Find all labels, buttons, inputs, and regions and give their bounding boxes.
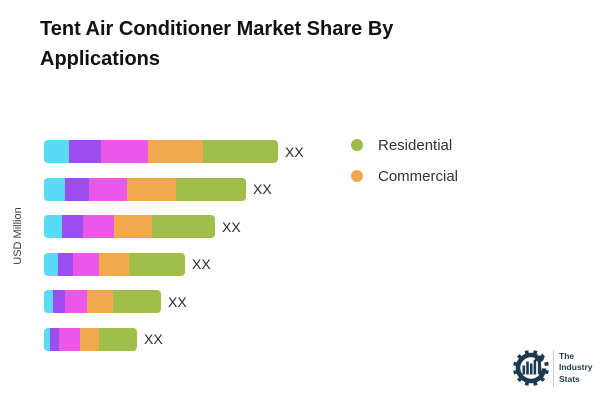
bar-row: XX <box>44 327 304 351</box>
bar-segment[interactable] <box>44 177 65 201</box>
bar-segment[interactable] <box>127 177 176 201</box>
stacked-bar[interactable] <box>44 215 215 238</box>
gear-wrench-chart-icon <box>513 350 549 386</box>
bar-segment[interactable] <box>148 140 203 163</box>
bar-value-label: XX <box>168 293 187 310</box>
bar-segment[interactable] <box>80 327 99 351</box>
bar-segment[interactable] <box>114 215 152 238</box>
bar-segment[interactable] <box>113 290 161 313</box>
bar-value-label: XX <box>222 218 241 235</box>
bar-segment[interactable] <box>53 290 65 313</box>
bar-segment[interactable] <box>152 215 215 238</box>
bar-segment[interactable] <box>58 252 73 276</box>
chart-area: XX XX XX XX XX XX <box>44 140 304 351</box>
bar-row: XX <box>44 252 304 276</box>
legend-dot <box>351 139 363 151</box>
bar-segment[interactable] <box>59 327 80 351</box>
bar-segment[interactable] <box>44 327 50 351</box>
legend-item-commercial[interactable]: Commercial <box>351 165 458 187</box>
bar-segment[interactable] <box>83 215 114 238</box>
bar-segment[interactable] <box>50 327 59 351</box>
bar-row: XX <box>44 177 304 201</box>
bar-segment[interactable] <box>203 140 278 163</box>
bar-segment[interactable] <box>99 252 129 276</box>
logo-text: The Industry Stats <box>559 350 593 384</box>
bar-segment[interactable] <box>62 215 83 238</box>
y-axis-label: USD Million <box>12 207 24 265</box>
bar-segment[interactable] <box>89 177 127 201</box>
stacked-bar[interactable] <box>44 140 278 163</box>
legend: Residential Commercial <box>351 134 458 187</box>
bar-value-label: XX <box>253 181 272 197</box>
bar-segment[interactable] <box>69 140 101 163</box>
bar-row: XX <box>44 290 304 313</box>
stacked-bar[interactable] <box>44 177 246 201</box>
legend-dot <box>351 170 363 182</box>
bar-segment[interactable] <box>101 140 148 163</box>
bar-value-label: XX <box>285 143 304 160</box>
legend-label: Residential <box>378 136 453 154</box>
bar-segment[interactable] <box>44 215 62 238</box>
bar-segment[interactable] <box>65 290 87 313</box>
legend-item-residential[interactable]: Residential <box>351 134 458 156</box>
bar-value-label: XX <box>192 256 211 272</box>
bar-row: XX <box>44 140 304 163</box>
bar-segment[interactable] <box>65 177 89 201</box>
bar-segment[interactable] <box>99 327 137 351</box>
brand-logo: The Industry Stats <box>512 348 593 388</box>
bar-segment[interactable] <box>44 140 69 163</box>
legend-label: Commercial <box>378 167 459 185</box>
chart-title: Tent Air Conditioner Market Share By App… <box>40 18 394 70</box>
bar-row: XX <box>44 215 304 238</box>
stacked-bar[interactable] <box>44 327 137 351</box>
stacked-bar[interactable] <box>44 290 161 313</box>
bar-segment[interactable] <box>44 290 53 313</box>
bar-value-label: XX <box>144 331 163 347</box>
bar-segment[interactable] <box>87 290 113 313</box>
bar-segment[interactable] <box>44 252 58 276</box>
bar-segment[interactable] <box>176 177 246 201</box>
bar-segment[interactable] <box>73 252 99 276</box>
stacked-bar[interactable] <box>44 252 185 276</box>
logo-divider <box>553 349 554 387</box>
bar-segment[interactable] <box>129 252 185 276</box>
